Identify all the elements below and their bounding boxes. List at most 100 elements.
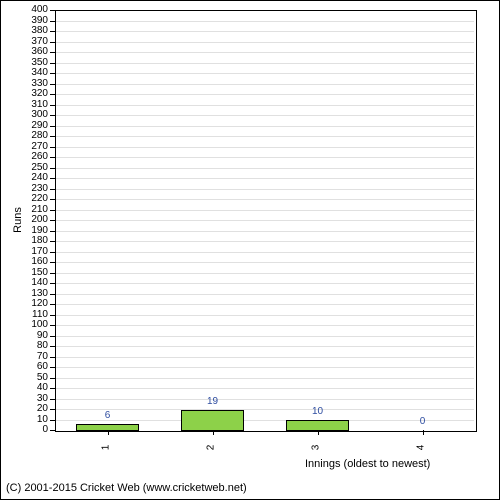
y-tick-label: 130 [18, 288, 48, 299]
gridline [56, 73, 474, 74]
y-tick-mark [50, 73, 55, 74]
bar-value-label: 10 [298, 406, 338, 417]
gridline [56, 231, 474, 232]
y-tick-label: 100 [18, 319, 48, 330]
y-tick-label: 280 [18, 130, 48, 141]
y-tick-mark [50, 304, 55, 305]
gridline [56, 147, 474, 148]
bar-value-label: 19 [193, 396, 233, 407]
gridline [56, 31, 474, 32]
bar [181, 410, 244, 431]
y-tick-label: 230 [18, 183, 48, 194]
gridline [56, 220, 474, 221]
y-tick-mark [50, 94, 55, 95]
gridline [56, 273, 474, 274]
y-tick-label: 370 [18, 36, 48, 47]
y-tick-label: 60 [18, 361, 48, 372]
y-tick-label: 30 [18, 393, 48, 404]
chart-container: Runs Innings (oldest to newest) (C) 2001… [0, 0, 500, 500]
gridline [56, 21, 474, 22]
y-tick-label: 40 [18, 382, 48, 393]
gridline [56, 210, 474, 211]
gridline [56, 126, 474, 127]
y-tick-label: 120 [18, 298, 48, 309]
y-tick-label: 20 [18, 403, 48, 414]
gridline [56, 105, 474, 106]
y-tick-mark [50, 52, 55, 53]
gridline [56, 346, 474, 347]
y-tick-label: 200 [18, 214, 48, 225]
y-tick-label: 340 [18, 67, 48, 78]
gridline [56, 52, 474, 53]
y-tick-mark [50, 399, 55, 400]
y-tick-mark [50, 283, 55, 284]
gridline [56, 325, 474, 326]
y-tick-label: 300 [18, 109, 48, 120]
y-tick-label: 250 [18, 162, 48, 173]
y-tick-mark [50, 21, 55, 22]
y-tick-label: 240 [18, 172, 48, 183]
y-tick-label: 0 [18, 424, 48, 435]
y-tick-mark [50, 367, 55, 368]
gridline [56, 42, 474, 43]
y-tick-mark [50, 378, 55, 379]
x-tick-mark [423, 430, 424, 435]
gridline [56, 388, 474, 389]
y-tick-mark [50, 241, 55, 242]
x-axis-label: Innings (oldest to newest) [305, 458, 430, 470]
y-tick-mark [50, 315, 55, 316]
y-tick-mark [50, 199, 55, 200]
y-tick-mark [50, 115, 55, 116]
gridline [56, 136, 474, 137]
gridline [56, 357, 474, 358]
y-tick-mark [50, 168, 55, 169]
y-tick-mark [50, 10, 55, 11]
y-tick-label: 150 [18, 267, 48, 278]
y-tick-mark [50, 262, 55, 263]
y-tick-label: 380 [18, 25, 48, 36]
y-tick-label: 310 [18, 99, 48, 110]
y-tick-label: 220 [18, 193, 48, 204]
y-tick-label: 190 [18, 225, 48, 236]
x-tick-mark [318, 430, 319, 435]
y-tick-label: 320 [18, 88, 48, 99]
y-tick-label: 390 [18, 15, 48, 26]
gridline [56, 315, 474, 316]
x-tick-label: 1 [100, 445, 111, 451]
x-tick-label: 4 [415, 445, 426, 451]
y-tick-label: 110 [18, 309, 48, 320]
y-tick-mark [50, 409, 55, 410]
gridline [56, 115, 474, 116]
y-tick-label: 360 [18, 46, 48, 57]
gridline [56, 168, 474, 169]
y-tick-label: 10 [18, 414, 48, 425]
y-tick-mark [50, 252, 55, 253]
y-tick-mark [50, 105, 55, 106]
gridline [56, 84, 474, 85]
y-tick-label: 80 [18, 340, 48, 351]
y-tick-mark [50, 346, 55, 347]
y-tick-mark [50, 294, 55, 295]
gridline [56, 294, 474, 295]
x-tick-label: 3 [310, 445, 321, 451]
y-tick-mark [50, 178, 55, 179]
gridline [56, 283, 474, 284]
gridline [56, 63, 474, 64]
y-tick-label: 210 [18, 204, 48, 215]
y-tick-mark [50, 231, 55, 232]
y-tick-label: 140 [18, 277, 48, 288]
y-tick-mark [50, 189, 55, 190]
y-tick-label: 290 [18, 120, 48, 131]
gridline [56, 241, 474, 242]
x-tick-mark [213, 430, 214, 435]
y-tick-mark [50, 42, 55, 43]
y-tick-mark [50, 273, 55, 274]
y-tick-label: 270 [18, 141, 48, 152]
y-tick-mark [50, 210, 55, 211]
x-tick-label: 2 [205, 445, 216, 451]
y-tick-mark [50, 63, 55, 64]
y-tick-label: 180 [18, 235, 48, 246]
y-tick-mark [50, 157, 55, 158]
x-tick-mark [108, 430, 109, 435]
y-tick-mark [50, 136, 55, 137]
